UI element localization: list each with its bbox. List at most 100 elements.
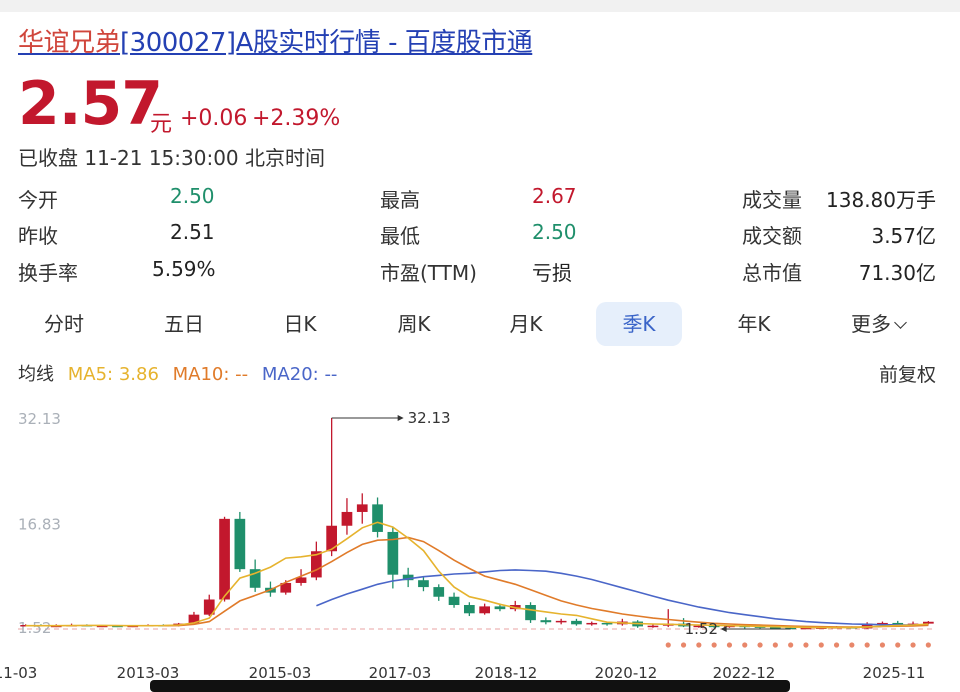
tab-daily-k[interactable]: 日K — [283, 312, 317, 336]
top-strip — [0, 0, 960, 12]
price-change-percent: +2.39% — [252, 106, 341, 131]
candle-body — [647, 625, 659, 628]
tab-five-day[interactable]: 五日 — [164, 312, 204, 336]
candle-body — [418, 580, 429, 588]
ma5-line — [25, 521, 929, 629]
candle-body — [525, 605, 536, 621]
candle-body — [892, 622, 904, 625]
ma-label: 均线 — [18, 364, 54, 385]
ma20-line — [316, 569, 929, 626]
y-tick-label: 1.52 — [18, 619, 51, 637]
candle-body — [463, 605, 475, 614]
event-dot — [879, 642, 886, 648]
candle-body — [586, 622, 598, 625]
tab-weekly-k[interactable]: 周K — [397, 312, 431, 336]
x-tick-label: 2013-03 — [117, 664, 180, 682]
x-tick-label: 2017-03 — [369, 664, 432, 682]
candle-body — [922, 621, 934, 624]
adjust-mode-button[interactable]: 前复权 — [878, 364, 936, 386]
event-dot — [910, 642, 916, 648]
candle-body — [356, 504, 368, 512]
event-dot — [742, 642, 748, 648]
candle-body — [693, 625, 705, 628]
market-status: 已收盘 11-21 15:30:00 北京时间 — [18, 146, 326, 170]
tab-monthly-k[interactable]: 月K — [509, 312, 543, 336]
candle-body — [341, 511, 353, 526]
open-value: 2.50 — [170, 184, 215, 208]
event-dot — [757, 642, 763, 648]
bottom-strip — [150, 680, 790, 692]
ma-legend: 均线 MA5: 3.86 MA10: -- MA20: -- — [18, 360, 345, 386]
tab-intraday[interactable]: 分时 — [44, 312, 84, 336]
pe-label: 市盈(TTM) — [380, 261, 477, 285]
candle-body — [249, 569, 261, 588]
ma5-legend: MA5: 3.86 — [67, 364, 159, 385]
candle-body — [708, 625, 720, 628]
candle-body — [494, 606, 506, 610]
x-tick-label: 2020-12 — [595, 664, 658, 682]
x-tick-label: 2025-11 — [863, 664, 926, 682]
candle-body — [571, 620, 582, 625]
event-dot — [925, 642, 931, 648]
current-price: 2.57 — [18, 69, 163, 139]
mktcap-value: 71.30亿 — [858, 261, 936, 285]
tab-quarterly-k[interactable]: 季K — [596, 302, 682, 346]
event-dot — [895, 642, 901, 648]
candle-body — [112, 625, 123, 628]
candle-body — [387, 531, 399, 575]
high-value: 2.67 — [532, 184, 577, 208]
low-value: 2.50 — [532, 220, 577, 244]
candle-body — [219, 518, 230, 600]
prev-close-label: 昨收 — [18, 224, 58, 248]
tab-more[interactable]: 更多 — [838, 308, 918, 337]
page-title-rest: [300027]A股实时行情 - 百度股市通 — [120, 28, 533, 58]
candle-body — [769, 627, 781, 629]
event-dot — [711, 642, 717, 648]
candle-body — [326, 525, 338, 552]
event-dot — [665, 642, 671, 648]
candle-body — [601, 622, 613, 625]
period-tabs: 分时 五日 日K 周K 月K 季K 年K 更多 — [0, 300, 960, 348]
prev-close-value: 2.51 — [170, 220, 215, 244]
event-dot — [680, 642, 687, 648]
event-dot — [849, 642, 855, 648]
tab-more-label: 更多 — [851, 312, 891, 336]
event-dot — [818, 642, 824, 648]
pe-value: 亏损 — [532, 261, 572, 285]
high-label: 最高 — [380, 188, 420, 212]
x-tick-label: 2015-03 — [249, 664, 312, 682]
event-dot — [726, 642, 733, 648]
event-dot — [833, 642, 840, 648]
y-tick-label: 16.83 — [18, 515, 61, 533]
max-price-label: 32.13 — [408, 409, 451, 427]
page-title-brand: 华谊兄弟 — [18, 28, 121, 58]
candle-body — [203, 599, 215, 615]
amount-value: 3.57亿 — [871, 224, 936, 248]
price-unit: 元 — [150, 112, 173, 137]
candle-body — [433, 587, 445, 597]
ma10-legend: MA10: -- — [172, 364, 249, 385]
open-label: 今开 — [18, 188, 58, 212]
candle-body — [800, 627, 812, 630]
candle-body — [540, 620, 552, 623]
candle-body — [188, 614, 200, 624]
event-dot — [772, 642, 778, 648]
turnover-label: 换手率 — [18, 261, 78, 285]
candle-body — [96, 625, 108, 628]
page-title-link[interactable]: 华谊兄弟[300027]A股实时行情 - 百度股市通 — [18, 22, 533, 59]
x-tick-label: 2022-12 — [713, 664, 776, 682]
volume-label: 成交量 — [742, 188, 802, 212]
candle-body — [295, 577, 307, 583]
tab-yearly-k[interactable]: 年K — [737, 312, 771, 336]
event-dot — [696, 642, 702, 648]
candle-body — [877, 622, 888, 625]
candle-body — [310, 551, 322, 578]
candle-body — [555, 620, 567, 623]
chevron-down-icon — [894, 316, 907, 329]
ma10-line — [163, 536, 929, 628]
x-tick-label: 2018-12 — [475, 664, 538, 682]
candle-body — [448, 596, 460, 606]
candle-body — [280, 582, 292, 593]
event-dot — [864, 642, 870, 648]
candlestick-chart: 32.13 16.83 1.52 32.13 1.52 2011-03 2013-03 201… — [0, 409, 936, 682]
